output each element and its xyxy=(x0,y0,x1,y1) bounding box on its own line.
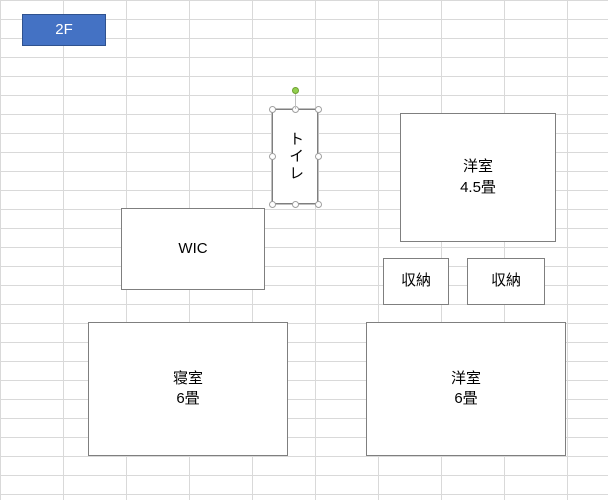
gridline-horizontal xyxy=(0,0,608,1)
selection-handle[interactable] xyxy=(315,153,322,160)
room-western6[interactable]: 洋室6畳 xyxy=(366,322,566,456)
room-label: トイレ xyxy=(285,131,305,181)
room-label: 収納 xyxy=(401,271,431,291)
gridline-vertical xyxy=(63,0,64,500)
room-label: 洋室 xyxy=(451,369,481,389)
gridline-vertical xyxy=(567,0,568,500)
gridline-vertical xyxy=(0,0,1,500)
gridline-horizontal xyxy=(0,475,608,476)
room-storage1[interactable]: 収納 xyxy=(383,258,449,305)
room-sublabel: 6畳 xyxy=(176,389,199,409)
selection-handle[interactable] xyxy=(269,201,276,208)
room-western45[interactable]: 洋室4.5畳 xyxy=(400,113,556,242)
gridline-horizontal xyxy=(0,95,608,96)
room-label: WIC xyxy=(178,239,207,259)
room-sublabel: 4.5畳 xyxy=(460,178,496,198)
room-label: 寝室 xyxy=(173,369,203,389)
room-label: 収納 xyxy=(491,271,521,291)
selection-handle[interactable] xyxy=(315,106,322,113)
gridline-horizontal xyxy=(0,247,608,248)
room-storage2[interactable]: 収納 xyxy=(467,258,545,305)
gridline-vertical xyxy=(315,0,316,500)
floorplan-canvas: 2FトイレWIC寝室6畳洋室4.5畳収納収納洋室6畳 xyxy=(0,0,608,500)
floor-label[interactable]: 2F xyxy=(22,14,106,46)
room-label: 洋室 xyxy=(463,157,493,177)
gridline-horizontal xyxy=(0,494,608,495)
room-sublabel: 6畳 xyxy=(454,389,477,409)
gridline-horizontal xyxy=(0,76,608,77)
selection-handle[interactable] xyxy=(269,153,276,160)
selection-handle[interactable] xyxy=(269,106,276,113)
selection-handle[interactable] xyxy=(292,201,299,208)
gridline-horizontal xyxy=(0,456,608,457)
selection-rotation-handle[interactable] xyxy=(292,87,299,94)
gridline-horizontal xyxy=(0,57,608,58)
room-wic[interactable]: WIC xyxy=(121,208,265,290)
selection-handle[interactable] xyxy=(315,201,322,208)
room-bedroom[interactable]: 寝室6畳 xyxy=(88,322,288,456)
floor-label-text: 2F xyxy=(55,20,73,40)
room-toilet[interactable]: トイレ xyxy=(272,109,318,204)
